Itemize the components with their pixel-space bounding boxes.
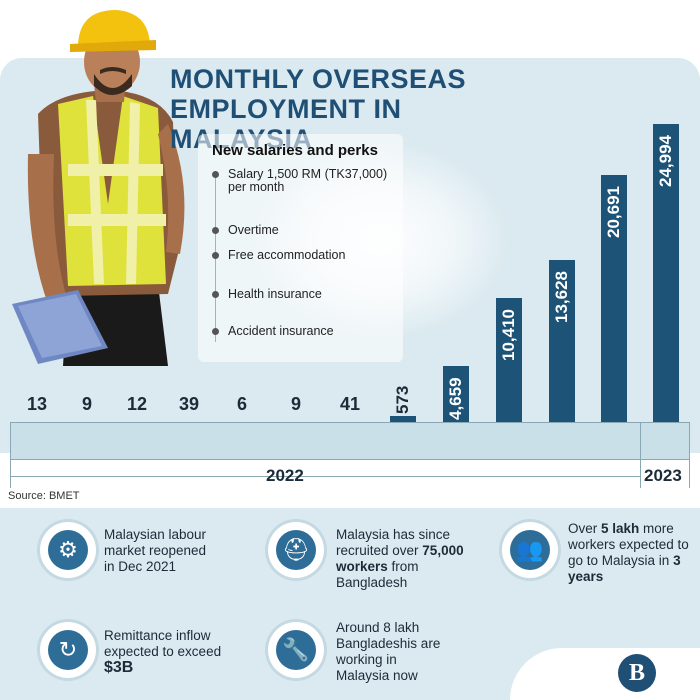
fact-text-part: Malaysia has since recruited over	[336, 527, 451, 558]
data-label: 4,659	[446, 376, 465, 420]
year-label-2023: 2023	[644, 466, 682, 485]
money-cycle-icon: ↻	[40, 622, 96, 678]
perk-item: Free accommodation	[212, 248, 398, 262]
fact-text: Malaysian labour market reopened in Dec …	[104, 527, 207, 574]
worker-illustration	[12, 10, 185, 366]
data-label: 9	[290, 394, 301, 414]
data-label: 12	[126, 394, 148, 414]
bar	[390, 416, 416, 422]
perk-item: Accident insurance	[212, 324, 398, 338]
fact-text-part: Over	[568, 521, 602, 536]
workers-group-icon: 👥	[502, 522, 558, 578]
perk-item: Overtime	[212, 223, 398, 237]
bar	[601, 175, 627, 422]
fact-highlight: 5 lakh	[601, 521, 640, 536]
data-label: 6	[236, 394, 247, 414]
data-label: 573	[393, 385, 412, 414]
bullet-dot	[212, 328, 219, 335]
fact-text: Malaysia has since recruited over 75,000…	[336, 527, 466, 591]
data-label: 9	[81, 394, 92, 414]
tools-gear-icon: 🔧	[268, 622, 324, 678]
logo-wave	[510, 648, 700, 700]
data-label: 13,628	[552, 271, 571, 323]
fact-highlight: 75,000 workers	[336, 543, 464, 574]
perk-text: Free accommodation	[228, 248, 346, 262]
data-label: 39	[178, 394, 200, 414]
perk-text: Salary 1,500 RM (TK37,000) per month	[228, 167, 388, 194]
bar	[443, 366, 469, 422]
fact-text-part: more workers expected to go to Malaysia …	[568, 521, 689, 568]
fact-text: Over 5 lakh more workers expected to go …	[568, 521, 690, 585]
year-label-2022: 2022	[266, 466, 304, 485]
perk-item: Health insurance	[212, 287, 398, 301]
fact-text-part: Remittance inflow expected to exceed	[104, 628, 222, 659]
axis-divider	[689, 422, 690, 488]
perk-text: Overtime	[228, 223, 279, 237]
bar	[653, 124, 679, 422]
perk-item: Salary 1,500 RM (TK37,000) per month	[212, 167, 398, 194]
bar	[549, 260, 575, 422]
x-axis-band	[10, 422, 690, 460]
data-label: 20,691	[604, 186, 623, 238]
fact-text-part: from Bangladesh	[336, 559, 419, 590]
bullet-dot	[212, 291, 219, 298]
brand-logo: B	[618, 654, 656, 692]
data-label: 24,994	[656, 135, 675, 187]
data-label: 13	[26, 394, 48, 414]
fact-text: Around 8 lakh Bangladeshis are working i…	[336, 620, 441, 683]
perk-text: Accident insurance	[228, 324, 334, 338]
bullet-dot	[212, 227, 219, 234]
year-rule	[10, 476, 640, 477]
fact-highlight: 3 years	[568, 553, 681, 584]
worker-helmet-icon: ⛑	[268, 522, 324, 578]
bullet-dot	[212, 252, 219, 259]
year-divider	[640, 422, 641, 488]
axis-divider	[10, 422, 11, 488]
fact-highlight: $3B	[104, 659, 134, 676]
source-note: Source: BMET	[8, 490, 80, 502]
data-label: 41	[339, 394, 361, 414]
worker-gear-icon: ⚙	[40, 522, 96, 578]
perk-text: Health insurance	[228, 287, 322, 301]
bar	[496, 298, 522, 422]
fact-text: Remittance inflow expected to exceed $3B	[104, 628, 229, 676]
bullet-dot	[212, 171, 219, 178]
perks-box	[198, 134, 403, 362]
perks-heading: New salaries and perks	[212, 142, 378, 159]
data-label: 10,410	[499, 309, 518, 361]
